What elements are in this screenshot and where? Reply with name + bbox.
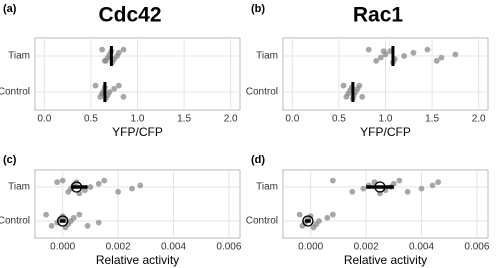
x-axis-label: YFP/CFP (112, 125, 163, 139)
data-point (70, 214, 77, 221)
center-marker (374, 181, 386, 193)
panel-label: (d) (251, 154, 265, 166)
data-point (438, 54, 445, 61)
data-point (115, 82, 122, 89)
data-point (435, 179, 442, 186)
data-point (106, 89, 113, 95)
data-point (95, 219, 102, 226)
data-point (87, 184, 94, 190)
data-point (360, 185, 367, 192)
data-point (452, 51, 459, 58)
data-point (120, 46, 127, 53)
x-tick-label: 0.5 (84, 114, 98, 125)
data-point (102, 57, 109, 64)
data-point (137, 182, 144, 189)
x-tick-label: 0.002 (106, 242, 131, 253)
plot-panel (282, 169, 489, 239)
data-point (95, 180, 102, 187)
x-tick-label: 0.004 (161, 242, 186, 253)
x-tick-label: 1.0 (131, 114, 145, 125)
data-point (59, 177, 66, 184)
x-tick-label: 1.5 (177, 114, 191, 125)
x-tick-label: 0.000 (298, 242, 323, 253)
x-tick-label: 2.0 (224, 114, 238, 125)
data-point (324, 214, 331, 221)
x-tick-label: 0.5 (332, 114, 346, 125)
category-label: Tiam (256, 51, 278, 62)
x-tick-label: 0.004 (409, 242, 434, 253)
category-label: Tiam (8, 51, 30, 62)
category-label: Tiam (8, 182, 30, 193)
data-point (92, 82, 99, 89)
x-tick-label: 0.002 (354, 242, 379, 253)
data-point (99, 46, 105, 53)
data-point (129, 185, 135, 192)
x-axis-label: Relative activity (344, 253, 427, 267)
x-tick-label: 1.5 (425, 114, 439, 125)
data-point (373, 57, 380, 64)
data-point (418, 185, 425, 192)
data-point (433, 57, 440, 64)
data-point (380, 48, 387, 55)
center-marker (57, 215, 69, 227)
data-point (115, 49, 122, 56)
data-point (404, 188, 411, 195)
x-tick-label: 0.000 (50, 242, 75, 253)
x-axis-label: Relative activity (96, 253, 179, 267)
data-point (365, 46, 372, 53)
data-point (359, 93, 366, 100)
x-axis-label: YFP/CFP (360, 125, 411, 139)
x-tick-label: 0.006 (464, 242, 489, 253)
panel-label: (b) (251, 3, 265, 15)
data-point (329, 177, 336, 184)
panel-label: (c) (3, 154, 17, 166)
category-label: Control (0, 87, 30, 98)
data-point (410, 49, 417, 56)
x-tick-label: 2.0 (472, 114, 486, 125)
data-point (111, 85, 118, 92)
panel-title: Rac1 (353, 4, 404, 27)
data-point (101, 177, 108, 184)
data-point (329, 211, 336, 218)
data-point (429, 182, 436, 189)
x-tick-label: 0.006 (216, 242, 241, 253)
data-point (54, 179, 61, 186)
data-point (340, 82, 347, 89)
center-marker (302, 215, 314, 227)
data-point (424, 46, 431, 53)
data-point (377, 54, 384, 61)
data-point (115, 188, 122, 195)
panel-title: Cdc42 (98, 4, 161, 27)
data-point (396, 177, 403, 184)
data-point (356, 82, 363, 89)
x-tick-label: 0.0 (37, 114, 51, 125)
data-point (401, 53, 408, 59)
x-tick-label: 0.0 (285, 114, 299, 125)
center-marker (70, 181, 83, 193)
data-point (76, 211, 83, 218)
category-label: Control (246, 87, 278, 98)
category-label: Tiam (256, 182, 278, 193)
data-point (43, 211, 49, 218)
panel-label: (a) (3, 3, 17, 15)
category-label: Control (246, 216, 278, 227)
data-point (120, 93, 127, 100)
category-label: Control (0, 216, 30, 227)
data-point (316, 218, 322, 224)
data-point (296, 211, 303, 218)
data-point (48, 222, 55, 229)
data-point (349, 188, 356, 195)
x-tick-label: 1.0 (379, 114, 393, 125)
data-point (84, 222, 91, 229)
